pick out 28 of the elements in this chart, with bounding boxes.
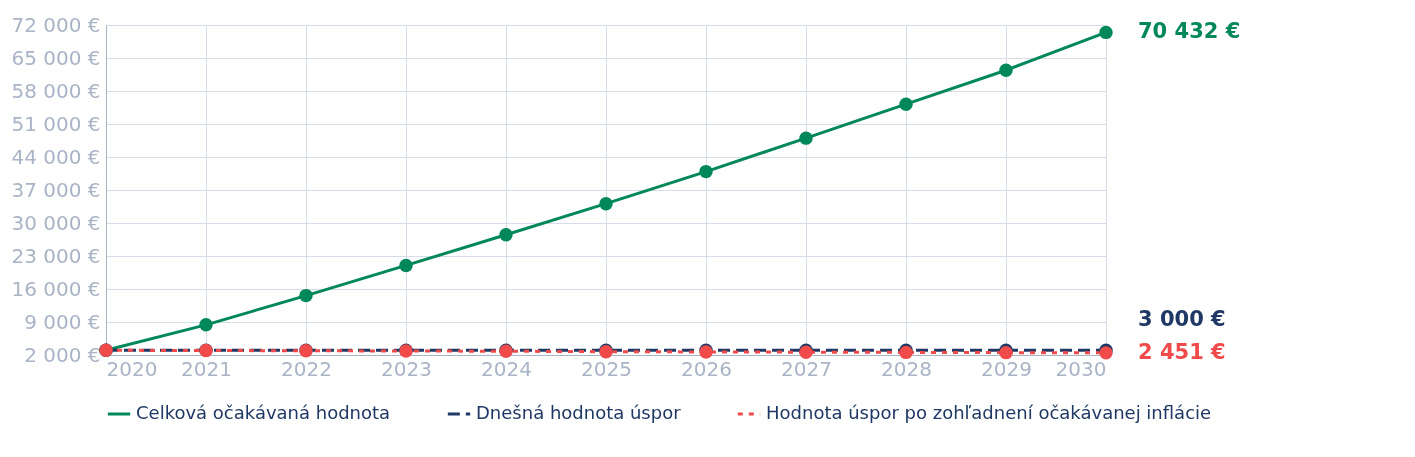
y-tick-label: 9 000 € — [24, 309, 101, 334]
x-tick-label: 2028 — [881, 356, 932, 381]
x-tick-label: 2026 — [681, 356, 732, 381]
x-tick-label: 2021 — [181, 356, 232, 381]
y-tick-label: 51 000 € — [11, 111, 101, 136]
y-tick-label: 23 000 € — [11, 243, 101, 268]
y-tick-label: 58 000 € — [11, 78, 101, 103]
data-label: 3 000 € — [1138, 307, 1226, 332]
x-tick-label: 2025 — [581, 356, 632, 381]
x-tick-label: 2027 — [781, 356, 832, 381]
y-tick-label: 65 000 € — [11, 45, 101, 70]
legend-label: Celková očakávaná hodnota — [136, 402, 391, 423]
x-tick-label: 2030 — [1055, 356, 1107, 381]
data-label: 70 432 € — [1138, 19, 1241, 44]
y-tick-label: 2 000 € — [24, 342, 101, 367]
legend-label: Dnešná hodnota úspor — [476, 402, 682, 423]
x-tick-label: 2023 — [381, 356, 432, 381]
legend-label: Hodnota úspor po zohľadnení očakávanej inflácie — [766, 402, 1212, 423]
data-label: 2 451 € — [1138, 339, 1226, 364]
y-tick-label: 44 000 € — [11, 144, 101, 169]
y-tick-label: 37 000 € — [11, 177, 101, 202]
y-tick-label: 72 000 € — [11, 12, 101, 37]
y-tick-label: 16 000 € — [11, 276, 101, 301]
x-tick-label: 2020 — [106, 356, 158, 381]
x-tick-label: 2029 — [981, 356, 1032, 381]
x-tick-label: 2024 — [481, 356, 532, 381]
y-tick-label: 30 000 € — [11, 210, 101, 235]
x-tick-label: 2022 — [281, 356, 332, 381]
